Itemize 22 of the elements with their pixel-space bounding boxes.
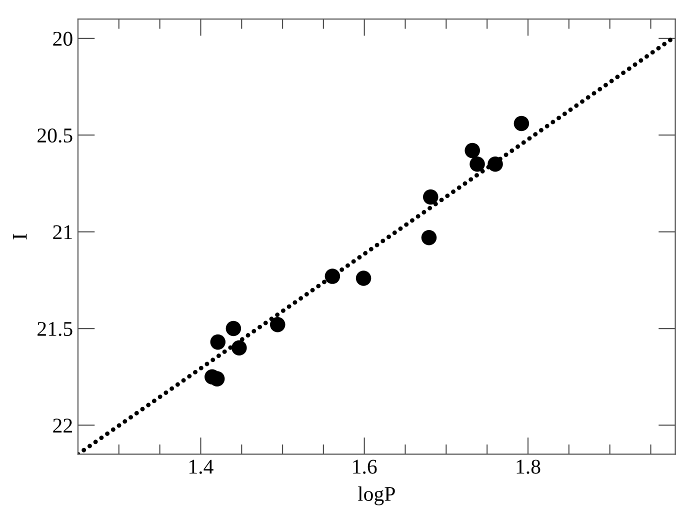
point [514, 116, 530, 132]
y-axis-title: I [13, 234, 27, 240]
point [422, 189, 438, 205]
point [488, 156, 503, 172]
x-tick-label: 1.8 [516, 460, 540, 474]
point [232, 340, 247, 356]
y-tick-label: 21 [53, 225, 72, 240]
y-tick-label: 20 [53, 32, 72, 46]
point [356, 270, 372, 286]
point [464, 142, 480, 158]
y-tick-label: 20.5 [38, 128, 72, 143]
y-tick-label: 22 [53, 418, 72, 432]
point [324, 268, 340, 284]
point [226, 320, 242, 336]
x-tick-label: 1.6 [353, 460, 377, 474]
point [470, 156, 485, 172]
x-axis-title: logP [358, 486, 395, 506]
point [270, 317, 286, 332]
point [421, 230, 437, 246]
y-tick-label: 21.5 [38, 322, 72, 336]
point [210, 334, 226, 350]
x-tick-label: 1.4 [190, 460, 214, 474]
